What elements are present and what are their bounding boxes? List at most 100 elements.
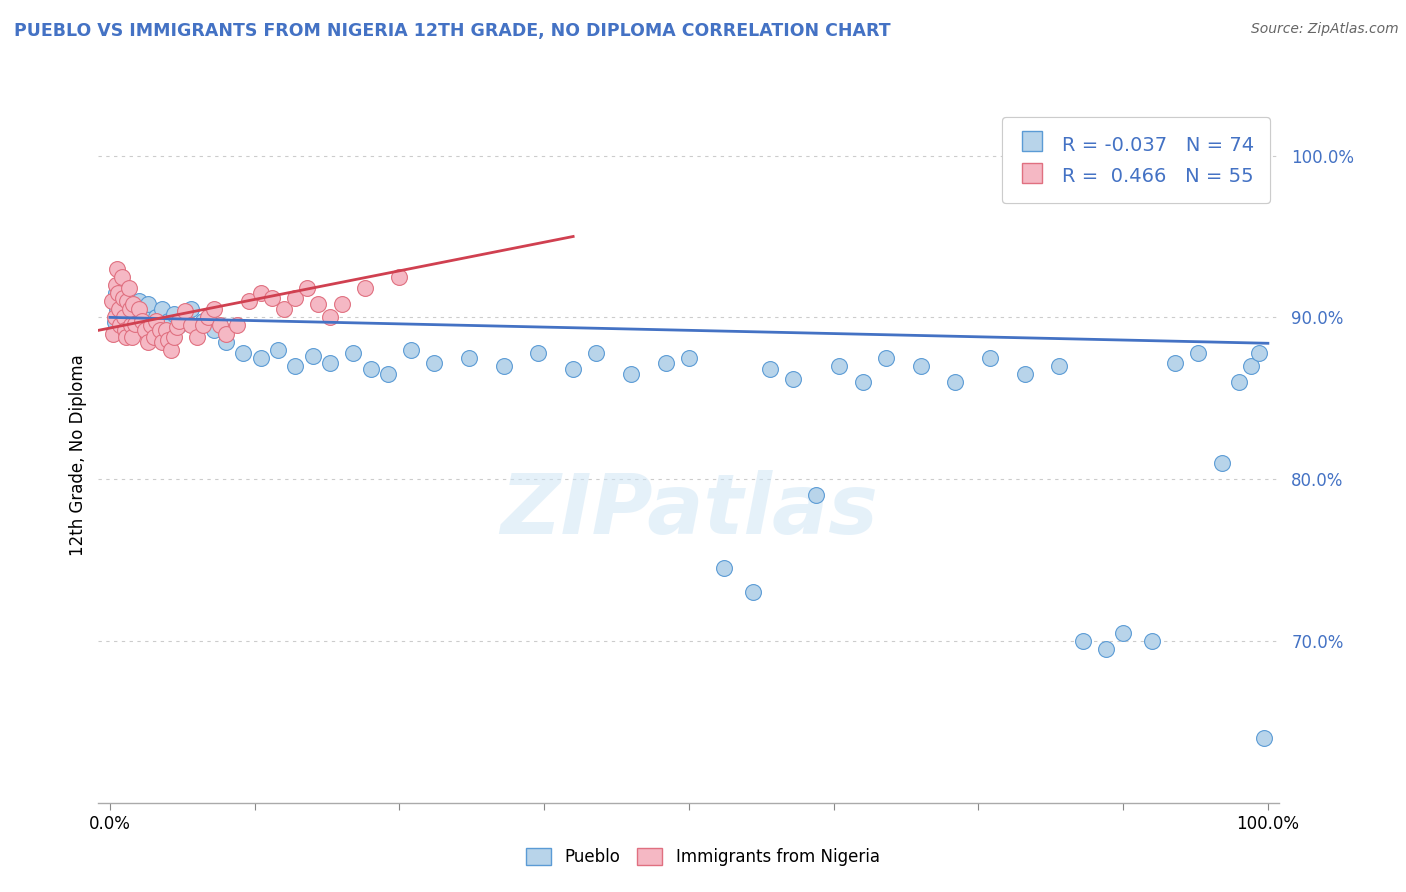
Point (160, 343, 183, 357)
Point (249, 351, 271, 365)
Point (1187, 346, 1209, 360)
Point (713, 561, 735, 575)
Point (1227, 375, 1250, 389)
Point (107, 286, 129, 301)
Point (1071, 634, 1094, 648)
Point (226, 318, 249, 333)
Point (215, 326, 238, 341)
Point (399, 343, 422, 357)
Point (342, 346, 364, 360)
Point (150, 302, 173, 317)
Point (1094, 642, 1116, 657)
Point (112, 294, 135, 309)
Point (111, 307, 134, 321)
Point (104, 278, 127, 293)
Point (828, 359, 851, 373)
Point (388, 269, 411, 284)
Point (169, 318, 191, 333)
Point (492, 359, 515, 373)
Point (120, 307, 142, 321)
Point (124, 317, 146, 331)
Point (197, 310, 219, 325)
Point (105, 302, 128, 317)
Point (134, 323, 156, 337)
Point (134, 305, 156, 319)
Point (131, 313, 153, 327)
Text: Source: ZipAtlas.com: Source: ZipAtlas.com (1251, 22, 1399, 37)
Point (110, 269, 132, 284)
Point (852, 375, 875, 389)
Point (1112, 626, 1135, 640)
Point (678, 351, 700, 365)
Legend: Pueblo, Immigrants from Nigeria: Pueblo, Immigrants from Nigeria (517, 840, 889, 875)
Point (191, 318, 214, 333)
Point (806, 488, 828, 502)
Point (1239, 359, 1261, 373)
Point (115, 330, 138, 344)
Point (910, 359, 932, 373)
Point (107, 310, 129, 325)
Point (267, 343, 290, 357)
Point (111, 291, 134, 305)
Point (169, 313, 191, 327)
Point (180, 302, 202, 317)
Point (166, 320, 188, 334)
Point (273, 302, 295, 317)
Point (423, 356, 446, 370)
Point (124, 302, 146, 317)
Point (238, 294, 260, 309)
Point (1211, 456, 1233, 470)
Point (202, 302, 225, 317)
Point (150, 334, 173, 349)
Point (104, 315, 127, 329)
Point (145, 310, 167, 325)
Point (979, 351, 1001, 365)
Point (1247, 346, 1270, 360)
Point (208, 318, 231, 333)
Point (114, 313, 136, 327)
Point (186, 330, 208, 344)
Point (527, 346, 550, 360)
Point (585, 346, 607, 360)
Point (232, 346, 254, 360)
Point (110, 297, 132, 311)
Point (117, 281, 139, 295)
Point (155, 323, 177, 337)
Point (122, 297, 145, 311)
Point (101, 294, 124, 309)
Point (120, 318, 142, 333)
Point (1253, 731, 1275, 745)
Point (353, 281, 375, 295)
Point (110, 318, 132, 333)
Point (1014, 367, 1036, 381)
Point (163, 307, 186, 321)
Text: ZIPatlas: ZIPatlas (501, 470, 877, 551)
Point (103, 294, 125, 309)
Point (122, 318, 145, 333)
Point (118, 302, 141, 317)
Text: PUEBLO VS IMMIGRANTS FROM NIGERIA 12TH GRADE, NO DIPLOMA CORRELATION CHART: PUEBLO VS IMMIGRANTS FROM NIGERIA 12TH G… (14, 22, 890, 40)
Point (114, 323, 136, 337)
Point (128, 294, 150, 309)
Point (943, 375, 966, 389)
Point (1164, 356, 1187, 370)
Point (156, 333, 179, 347)
Point (131, 313, 153, 327)
Point (141, 318, 163, 333)
Point (741, 585, 763, 599)
Point (174, 304, 197, 318)
Point (330, 297, 353, 311)
Point (620, 367, 643, 381)
Point (319, 356, 342, 370)
Point (360, 362, 382, 376)
Point (105, 261, 128, 276)
Point (1140, 634, 1163, 648)
Point (156, 313, 179, 327)
Point (319, 310, 342, 325)
Point (121, 330, 143, 344)
Point (759, 362, 782, 376)
Point (458, 351, 481, 365)
Point (112, 310, 135, 325)
Point (249, 286, 271, 301)
Point (875, 351, 897, 365)
